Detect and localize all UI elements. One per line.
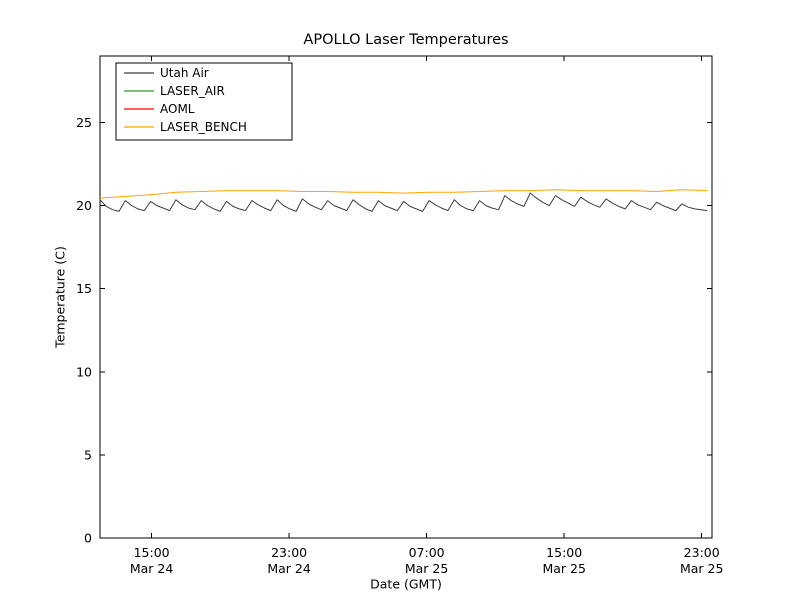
x-tick-label-time: 15:00	[546, 545, 582, 560]
y-tick-label: 25	[76, 115, 92, 130]
series-line-laser-bench	[99, 189, 708, 199]
y-tick-label: 15	[76, 281, 92, 296]
x-tick-label-time: 23:00	[684, 545, 720, 560]
legend-label: Utah Air	[160, 66, 209, 80]
x-tick-label-time: 15:00	[134, 545, 170, 560]
x-tick-label-date: Mar 25	[542, 561, 585, 576]
x-axis-label: Date (GMT)	[370, 576, 442, 592]
chart-title: APOLLO Laser Temperatures	[303, 32, 509, 48]
axes-frame	[99, 55, 713, 539]
y-axis-label: Temperature (C)	[52, 246, 68, 348]
y-tick-label: 0	[84, 531, 92, 546]
x-tick-label-time: 23:00	[271, 545, 307, 560]
x-tick-label-date: Mar 25	[680, 561, 723, 576]
x-tick-label-date: Mar 24	[130, 561, 174, 576]
x-tick-label-date: Mar 24	[267, 561, 311, 576]
x-tick-label-date: Mar 25	[405, 561, 448, 576]
y-tick-label: 5	[84, 447, 92, 462]
legend-label: AOML	[160, 102, 195, 116]
y-tick-label: 20	[76, 198, 92, 213]
legend-label: LASER_BENCH	[160, 120, 247, 134]
y-tick-label: 10	[76, 364, 92, 379]
series-line-utah-air	[99, 192, 708, 212]
x-tick-label-time: 07:00	[409, 545, 445, 560]
legend-label: LASER_AIR	[160, 84, 225, 98]
